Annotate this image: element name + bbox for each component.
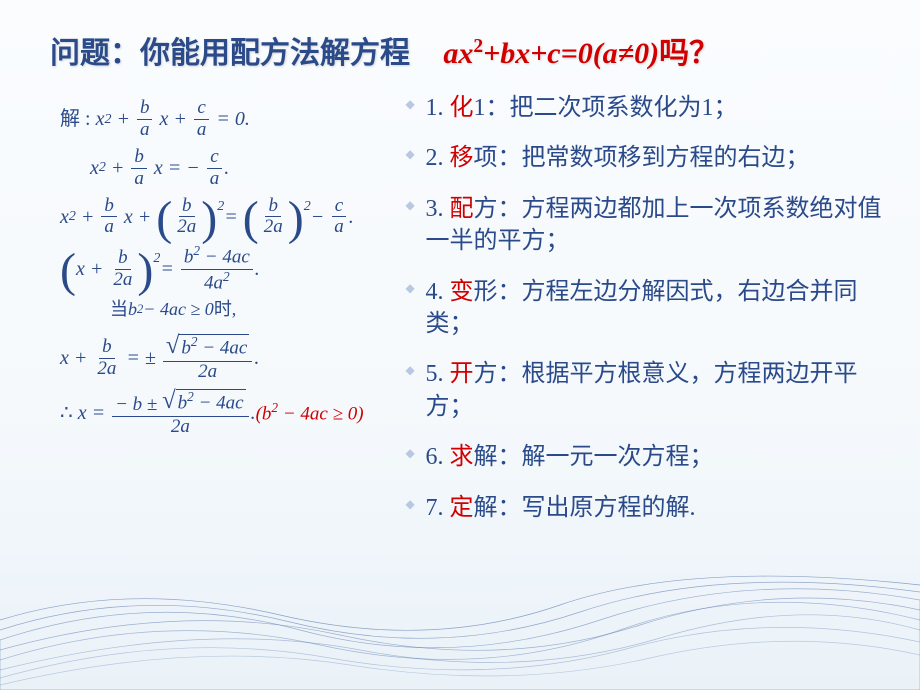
eq-line-3: x2 + ba x + ( b2a )2 = ( b2a )2 − ca.: [60, 196, 402, 239]
eq-line-1: 解 : x2 + ba x + ca = 0.: [60, 98, 402, 141]
steps-column: 1. 化1：把二次项系数化为1； 2. 移项：把常数项移到方程的右边； 3. 配…: [412, 92, 890, 542]
step-7: 7. 定解：写出原方程的解.: [412, 492, 890, 524]
slide-title: 问题：你能用配方法解方程 ax2+bx+c=0(a≠0)吗？: [50, 28, 890, 72]
step-1: 1. 化1：把二次项系数化为1；: [412, 92, 890, 124]
eq-line-5: x + b2a = ± √b2 − 4ac 2a .: [60, 334, 402, 383]
title-prefix: 问题：你能用配方法解方程: [50, 37, 410, 70]
slide: 问题：你能用配方法解方程 ax2+bx+c=0(a≠0)吗？ 解 : x2 + …: [0, 0, 920, 690]
title-suffix: 吗？: [659, 37, 719, 70]
eq-condition: 当 b2 − 4ac ≥ 0 时,: [110, 300, 402, 320]
step-5: 5. 开方：根据平方根意义，方程两边开平方；: [412, 358, 890, 423]
step-4: 4. 变形：方程左边分解因式，右边合并同类；: [412, 276, 890, 341]
final-condition: (b2 − 4ac ≥ 0): [256, 401, 364, 425]
step-3: 3. 配方：方程两边都加上一次项系数绝对值一半的平方；: [412, 193, 890, 258]
content-area: 解 : x2 + ba x + ca = 0. x2 + ba x = − ca…: [50, 92, 890, 542]
step-6: 6. 求解：解一元一次方程；: [412, 441, 890, 473]
wave-decoration: [0, 530, 920, 690]
eq-line-2: x2 + ba x = − ca.: [90, 147, 402, 190]
eq-line-4: ( x + b2a )2 = b2 − 4ac4a2.: [60, 244, 402, 293]
derivation-column: 解 : x2 + ba x + ca = 0. x2 + ba x = − ca…: [50, 92, 402, 542]
eq-line-6: ∴ x = − b ± √b2 − 4ac 2a . (b2 − 4ac ≥ 0…: [60, 389, 402, 438]
title-equation: ax2+bx+c=0(a≠0): [443, 37, 659, 70]
step-2: 2. 移项：把常数项移到方程的右边；: [412, 142, 890, 174]
